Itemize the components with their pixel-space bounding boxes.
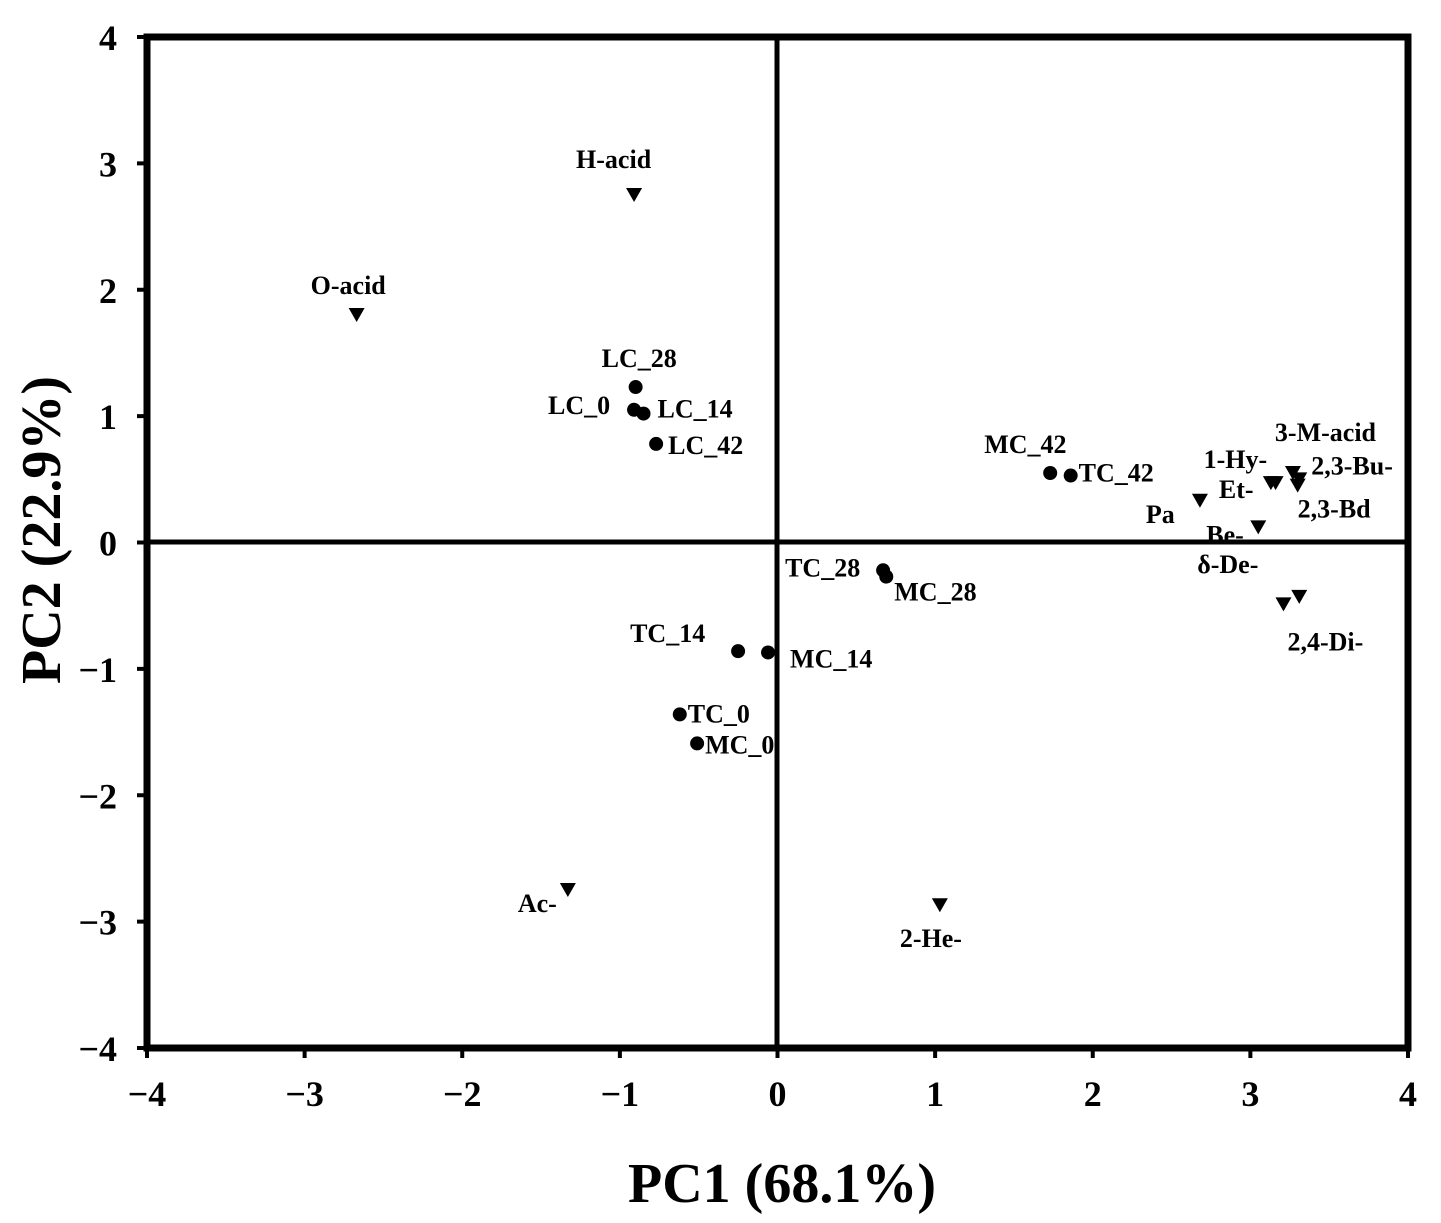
compound-point-label: 2,3-Bu- — [1311, 451, 1393, 480]
compound-point-label: Be- — [1206, 520, 1244, 549]
y-tick-label: −2 — [78, 776, 117, 816]
compound-point-label: 3-M-acid — [1275, 418, 1377, 447]
x-tick-label: 2 — [1084, 1074, 1102, 1114]
x-tick-label: −2 — [443, 1074, 482, 1114]
sample-point-marker — [761, 645, 776, 660]
y-axis-title: PC2 (22.9%) — [11, 376, 73, 684]
sample-point-marker — [672, 707, 687, 722]
x-tick-label: 1 — [926, 1074, 944, 1114]
y-tick-label: 4 — [99, 18, 117, 58]
y-tick-label: 0 — [99, 524, 117, 564]
sample-point-marker — [1063, 468, 1078, 483]
x-tick-label: −3 — [285, 1074, 324, 1114]
sample-point-marker — [649, 436, 664, 451]
compound-point-marker — [1275, 597, 1292, 612]
compound-point-label: δ-De- — [1197, 550, 1258, 579]
compound-point-label: Pa — [1146, 500, 1175, 529]
y-tick-label: 3 — [99, 144, 117, 184]
sample-point-label: LC_42 — [668, 431, 743, 460]
compound-point-marker — [1291, 589, 1308, 604]
sample-point-marker — [879, 569, 894, 584]
compound-point-marker — [931, 898, 948, 913]
x-tick-label: 3 — [1241, 1074, 1259, 1114]
y-tick-label: −4 — [78, 1029, 117, 1069]
sample-point-label: MC_0 — [705, 730, 774, 759]
x-tick-label: 4 — [1399, 1074, 1417, 1114]
sample-point-label: LC_0 — [548, 391, 610, 420]
sample-point-label: TC_28 — [785, 553, 860, 582]
y-tick-label: 2 — [99, 271, 117, 311]
data-markers — [348, 187, 1308, 913]
sample-point-label: MC_28 — [894, 578, 976, 607]
x-tick-label: −1 — [601, 1074, 640, 1114]
compound-point-label: O-acid — [311, 271, 387, 300]
compound-point-marker — [1289, 478, 1306, 493]
compound-point-label: Ac- — [518, 889, 557, 918]
sample-point-label: MC_14 — [790, 644, 872, 673]
sample-point-marker — [690, 736, 705, 751]
sample-point-label: TC_42 — [1079, 459, 1154, 488]
compound-point-label: H-acid — [576, 145, 652, 174]
y-axis-ticks: 4 3 2 1 0 −1 −2 −3 −4 — [78, 18, 147, 1069]
y-tick-label: 1 — [99, 397, 117, 437]
compound-point-marker — [1191, 493, 1208, 508]
x-tick-label: −4 — [128, 1074, 167, 1114]
x-axis-title: PC1 (68.1%) — [628, 1153, 936, 1215]
compound-point-label: Et- — [1219, 475, 1254, 504]
sample-point-label: TC_14 — [630, 619, 705, 648]
sample-point-marker — [731, 644, 746, 659]
compound-point-marker — [348, 308, 365, 323]
compound-point-marker — [1262, 476, 1279, 491]
compound-point-label: 1-Hy- — [1204, 445, 1268, 474]
sample-point-label: LC_14 — [658, 395, 733, 424]
compound-point-marker — [559, 883, 576, 898]
sample-point-marker — [636, 406, 651, 421]
x-tick-label: 0 — [769, 1074, 787, 1114]
compound-point-marker — [626, 187, 643, 202]
y-tick-label: −1 — [78, 650, 117, 690]
compound-point-label: 2,3-Bd — [1298, 495, 1372, 524]
sample-point-label: TC_0 — [688, 699, 750, 728]
compound-point-label: 2,4-Di- — [1287, 627, 1363, 656]
x-axis-ticks: −4 −3 −2 −1 0 1 2 3 4 — [128, 1048, 1417, 1114]
compound-point-label: 2-He- — [900, 924, 962, 953]
sample-point-marker — [628, 380, 643, 395]
y-tick-label: −3 — [78, 903, 117, 943]
compound-point-marker — [1250, 520, 1267, 535]
sample-point-label: MC_42 — [984, 430, 1066, 459]
data-point-labels: LC_28 LC_0 LC_14 LC_42 MC_42 TC_42 TC_28 MC_28 T… — [311, 145, 1393, 953]
sample-point-label: LC_28 — [602, 344, 677, 373]
sample-point-marker — [1043, 465, 1058, 480]
